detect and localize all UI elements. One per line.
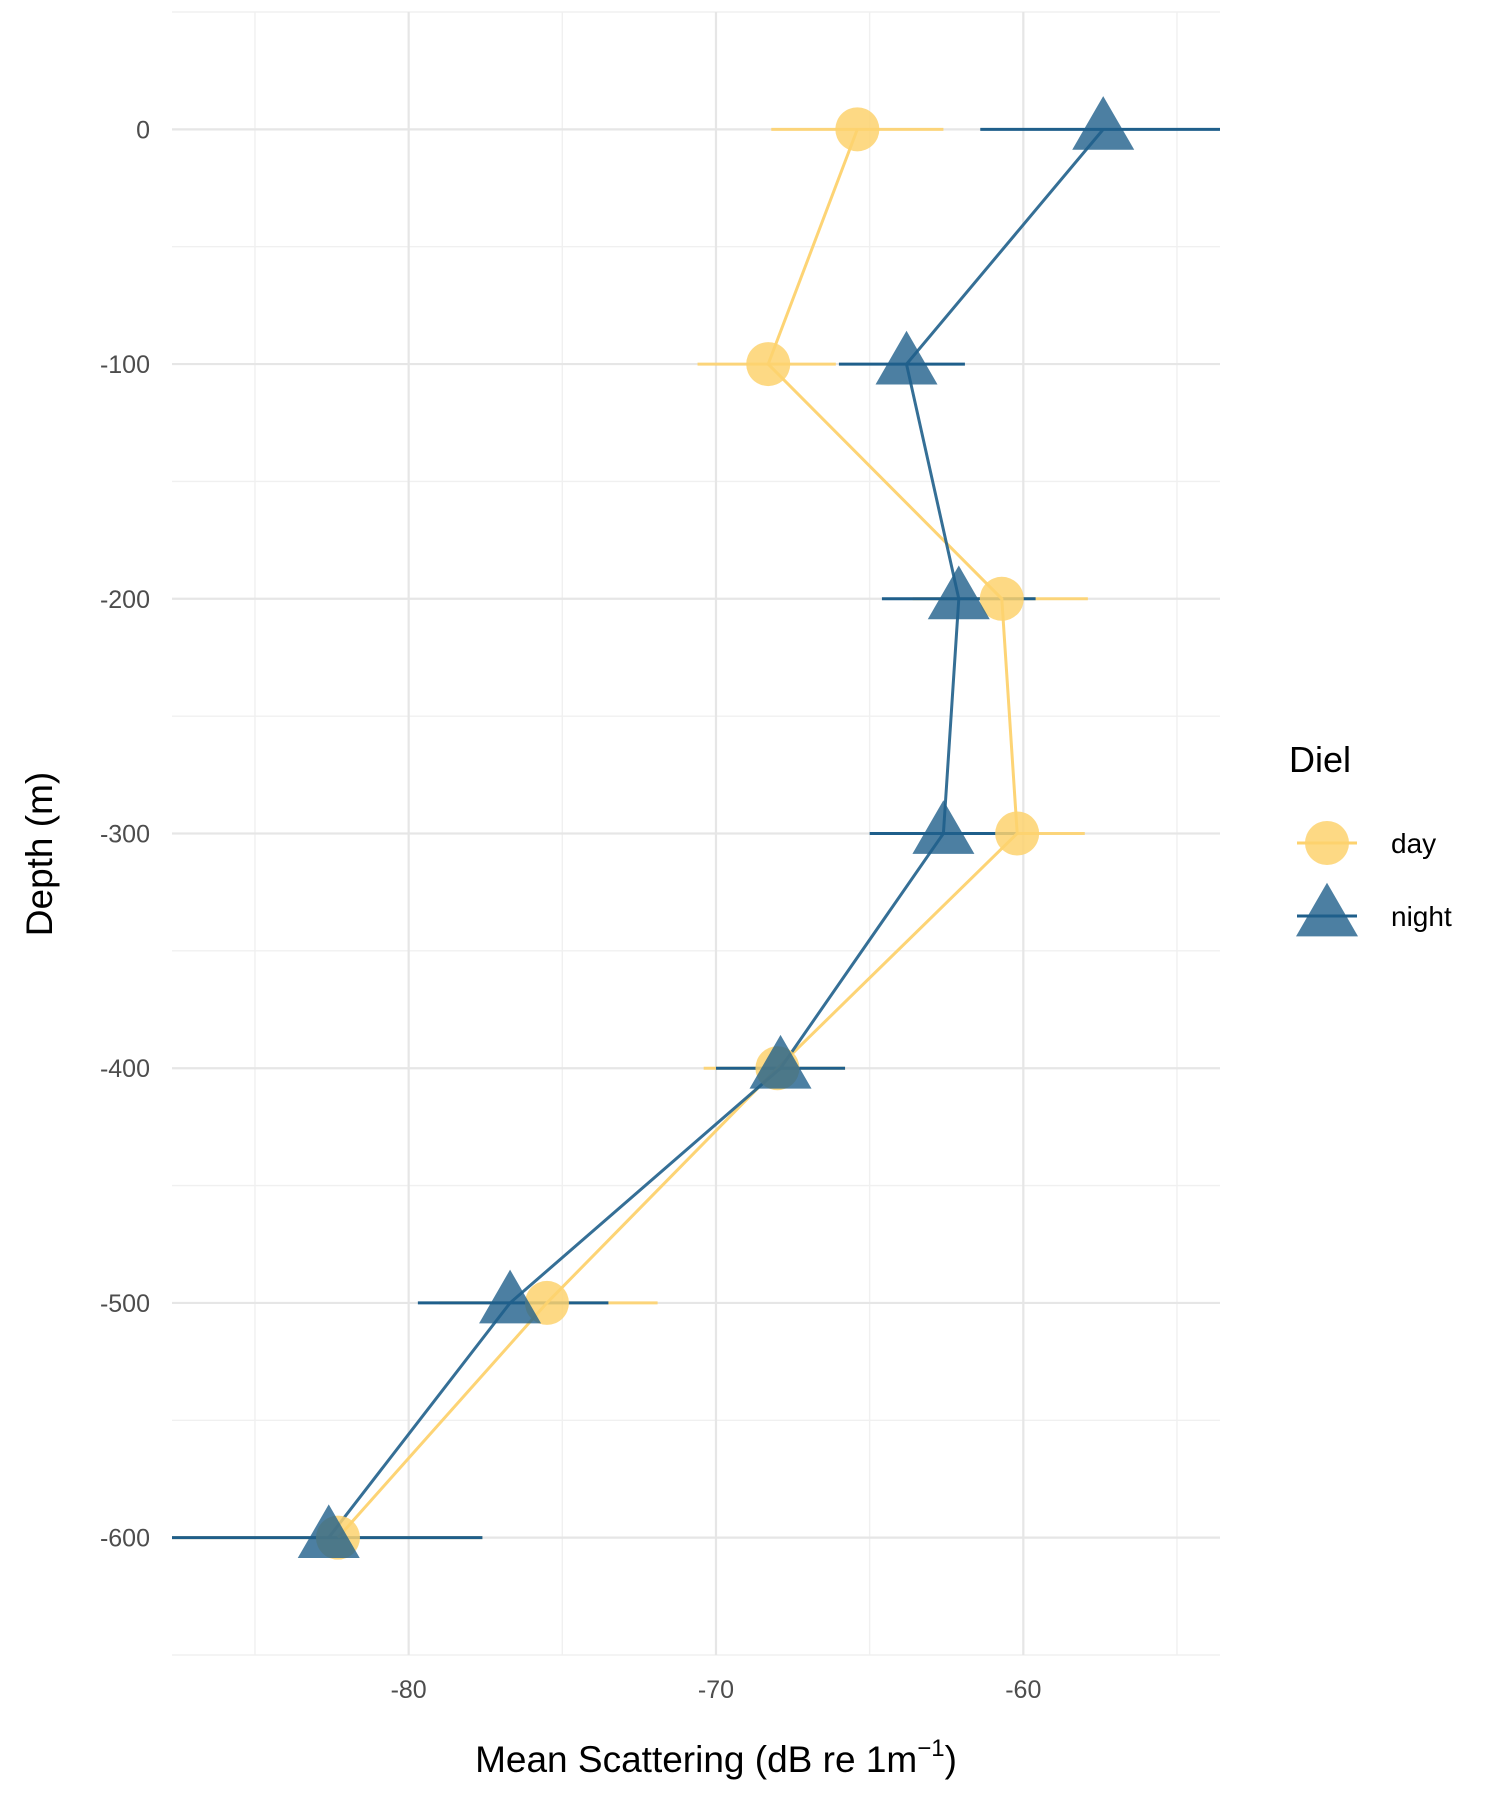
- night-point: [927, 565, 990, 620]
- day-point: [746, 342, 791, 387]
- y-tick-label: -500: [100, 1290, 150, 1318]
- night-point: [1072, 96, 1135, 150]
- legend-key-triangle: [1296, 882, 1358, 937]
- x-axis-title: Mean Scattering (dB re 1m−1): [475, 1735, 957, 1780]
- major-gridlines: [172, 12, 1220, 1655]
- legend-item-night: night: [1296, 882, 1452, 937]
- day-point: [979, 576, 1024, 621]
- legend-label-day: day: [1391, 828, 1436, 859]
- legend-title: Diel: [1289, 739, 1351, 780]
- legend-items: day night: [1296, 821, 1452, 937]
- x-tick-labels: -80 -70 -60: [391, 1676, 1042, 1704]
- x-tick-label: -60: [1005, 1676, 1041, 1704]
- day-point: [524, 1280, 569, 1325]
- y-tick-label: -600: [100, 1525, 150, 1553]
- x-axis-title-superscript: −1: [917, 1735, 944, 1762]
- night-point: [749, 1034, 812, 1089]
- night-point: [875, 330, 938, 385]
- y-tick-label: -400: [100, 1055, 150, 1083]
- minor-gridlines: [172, 11, 1220, 1656]
- data-points: [297, 96, 1135, 1560]
- day-point: [995, 811, 1040, 856]
- legend-key-circle: [1305, 821, 1349, 865]
- legend-label-night: night: [1391, 901, 1452, 932]
- night-point: [479, 1269, 542, 1324]
- legend: Diel day night: [1289, 739, 1452, 937]
- y-axis-title: Depth (m): [19, 772, 60, 936]
- day-point: [835, 107, 880, 152]
- y-tick-label: -200: [100, 586, 150, 614]
- y-tick-label: -300: [100, 821, 150, 849]
- x-axis-title-main: Mean Scattering (dB re 1m: [475, 1739, 917, 1780]
- y-tick-label: -100: [100, 351, 150, 379]
- legend-item-day: day: [1297, 821, 1436, 865]
- night-point: [912, 800, 975, 854]
- night-point: [297, 1504, 360, 1559]
- x-axis-title-suffix: ): [945, 1739, 957, 1780]
- x-tick-label: -70: [698, 1676, 734, 1704]
- x-tick-label: -80: [391, 1676, 427, 1704]
- y-tick-labels: 0 -100 -200 -300 -400 -500 -600: [100, 116, 150, 1552]
- y-tick-label: 0: [136, 116, 150, 144]
